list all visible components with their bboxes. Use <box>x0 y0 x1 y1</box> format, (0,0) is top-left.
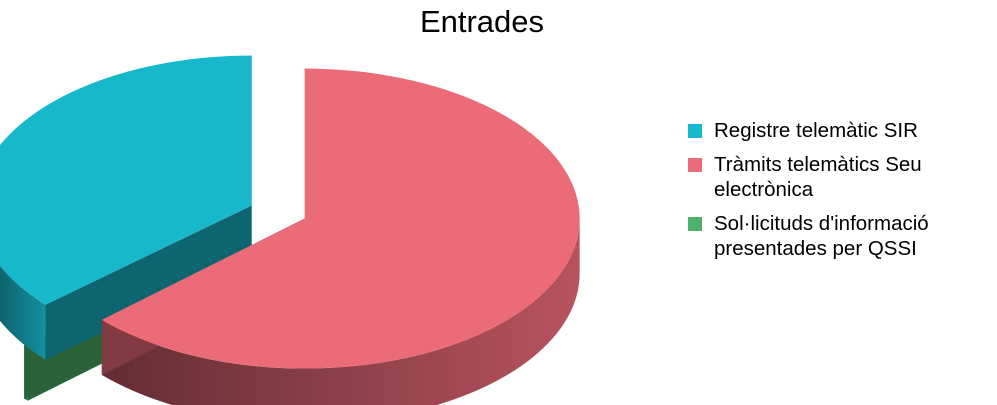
pie-slice-side-tramits <box>101 218 580 405</box>
pie-slice-cut-registre-0 <box>45 205 252 360</box>
legend-swatch-sollicituds <box>688 217 702 231</box>
legend-swatch-tramits <box>688 158 702 172</box>
legend-label-registre: Registre telemàtic SIR <box>714 119 918 142</box>
legend-item-tramits: Tràmits telemàtics Seu electrònica <box>688 152 993 202</box>
pie-slice-registre <box>0 55 252 360</box>
legend: Registre telemàtic SIR Tràmits telemàtic… <box>688 118 993 270</box>
legend-swatch-registre <box>688 124 702 138</box>
legend-label-sollicituds: Sol·licituds d'informació presentades pe… <box>714 212 929 260</box>
pie-slice-tramits <box>101 68 580 405</box>
pie-slice-side-registre <box>0 265 46 360</box>
legend-item-registre: Registre telemàtic SIR <box>688 118 993 143</box>
chart-title: Entrades <box>419 4 545 39</box>
legend-label-tramits: Tràmits telemàtics Seu electrònica <box>714 153 922 201</box>
pie-slice-top-tramits <box>101 68 580 369</box>
legend-item-sollicituds: Sol·licituds d'informació presentades pe… <box>688 211 993 261</box>
pie-slice-top-registre <box>0 55 252 305</box>
